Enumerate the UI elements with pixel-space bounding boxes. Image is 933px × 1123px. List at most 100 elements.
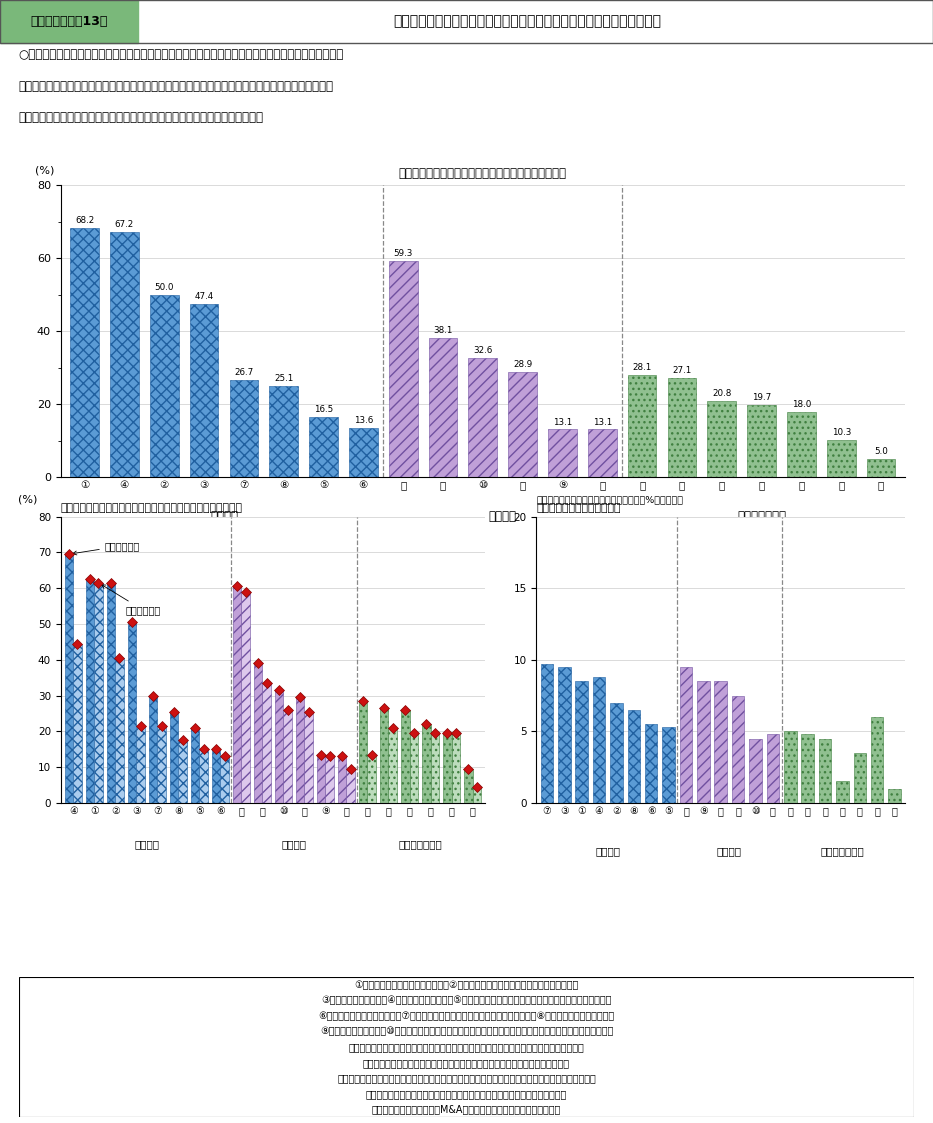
- Bar: [410, 733, 418, 803]
- Text: ①求人募集時の賃金を引き上げる、②求人募集時の賃金以外の労働条件を改善する、: ①求人募集時の賃金を引き上げる、②求人募集時の賃金以外の労働条件を改善する、: [355, 979, 578, 989]
- Bar: [662, 727, 675, 803]
- Bar: [338, 757, 346, 803]
- Text: 19.7: 19.7: [752, 393, 772, 402]
- Bar: [787, 412, 815, 477]
- Text: ⑱離職率を低下させるための雇用管理の改善、⑲従業員への働きがいの付与、: ⑱離職率を低下させるための雇用管理の改善、⑲従業員への働きがいの付与、: [366, 1089, 567, 1099]
- Bar: [819, 739, 831, 803]
- Text: ⑳人材確保も視野に入れたM&Aの実施、㉑事業の縮小・見直しを行う: ⑳人材確保も視野に入れたM&Aの実施、㉑事業の縮小・見直しを行う: [372, 1105, 561, 1115]
- Bar: [867, 459, 896, 477]
- Bar: [284, 710, 292, 803]
- Text: ⑭従来の勤続要件等を緩和し、若手従業員をこれまでにないポストに抜擢する、: ⑭従来の勤続要件等を緩和し、若手従業員をこれまでにないポストに抜擢する、: [363, 1058, 570, 1068]
- Text: 16.5: 16.5: [313, 405, 333, 414]
- Bar: [74, 643, 82, 803]
- Bar: [220, 757, 229, 803]
- Bar: [233, 586, 242, 803]
- Text: 業務の見直し等: 業務の見直し等: [398, 839, 442, 849]
- Text: 「新卒採用を強化する」等といった外部調達に積極的に取り組んできたが、人手が不足している理由: 「新卒採用を強化する」等といった外部調達に積極的に取り組んできたが、人手が不足し…: [19, 80, 334, 93]
- Bar: [317, 755, 326, 803]
- Text: ⑥出向・転籍者を受け入れる、⑦応募要件の緩和を図る等、採用対象を拡大する、⑧非正社員の活用を進める、: ⑥出向・転籍者を受け入れる、⑦応募要件の緩和を図る等、採用対象を拡大する、⑧非正…: [318, 1011, 615, 1021]
- Bar: [558, 667, 571, 803]
- Bar: [628, 375, 657, 477]
- Text: 18.0: 18.0: [792, 400, 811, 409]
- Bar: [242, 592, 250, 803]
- Bar: [707, 401, 736, 477]
- Text: ③新卒採用を強化する、④中途採用を強化する、⑤出産・育児等による離職者の呼び戻し・優先採用を行う、: ③新卒採用を強化する、④中途採用を強化する、⑤出産・育児等による離職者の呼び戻し…: [321, 995, 612, 1005]
- Bar: [191, 728, 200, 803]
- Text: 人手不足の緩和に向けた企業における取組内容と人手不足を感じる理由: 人手不足の緩和に向けた企業における取組内容と人手不足を感じる理由: [393, 15, 661, 28]
- Bar: [428, 338, 457, 477]
- Bar: [70, 228, 99, 477]
- Text: (%): (%): [35, 165, 55, 175]
- Text: ⑮業務プロセスの見直しによる効率性の強化、⑯外部委託を進める、⑰省力化・合理化投資の実施、: ⑮業務プロセスの見直しによる効率性の強化、⑯外部委託を進める、⑰省力化・合理化投…: [337, 1074, 596, 1084]
- Bar: [150, 295, 178, 477]
- Bar: [262, 683, 271, 803]
- Text: をみると、「新規の人材獲得が困難になっている」を挙げる企業が最も多い。: をみると、「新規の人材獲得が困難になっている」を挙げる企業が最も多い。: [19, 111, 264, 125]
- Bar: [827, 440, 856, 477]
- Text: （２）人手の過不足状況別にみた企業における取組の実施状況: （２）人手の過不足状況別にみた企業における取組の実施状況: [61, 503, 243, 513]
- Bar: [767, 734, 779, 803]
- Text: 外部調達: 外部調達: [595, 846, 620, 856]
- Text: 26.7: 26.7: [234, 368, 254, 377]
- Text: 47.4: 47.4: [194, 292, 214, 301]
- Text: 67.2: 67.2: [115, 220, 134, 229]
- Text: 第２－（１）－13図: 第２－（１）－13図: [31, 15, 107, 28]
- Text: 25.1: 25.1: [274, 374, 293, 383]
- Bar: [170, 712, 178, 803]
- Bar: [389, 261, 417, 477]
- Text: ⑨現従業員の追加就業、⑩現従業員の配置転換、⑪教育訓練・能力開発による現従業員の業務可能範囲の拡大、: ⑨現従業員の追加就業、⑩現従業員の配置転換、⑪教育訓練・能力開発による現従業員の…: [320, 1026, 613, 1037]
- Bar: [549, 429, 577, 477]
- Text: 人手不足企業: 人手不足企業: [73, 541, 140, 555]
- Bar: [86, 579, 94, 803]
- Bar: [110, 232, 139, 477]
- Bar: [645, 724, 658, 803]
- Bar: [254, 664, 262, 803]
- Bar: [697, 682, 710, 803]
- Text: 10.3: 10.3: [831, 428, 851, 437]
- Bar: [747, 405, 776, 477]
- Bar: [443, 733, 452, 803]
- Bar: [508, 372, 537, 477]
- Text: 20.8: 20.8: [712, 390, 731, 399]
- Text: 28.9: 28.9: [513, 359, 533, 368]
- Bar: [212, 749, 220, 803]
- Bar: [368, 755, 376, 803]
- Bar: [836, 782, 849, 803]
- Bar: [731, 695, 745, 803]
- Bar: [680, 667, 692, 803]
- Bar: [349, 428, 378, 477]
- Bar: [65, 554, 74, 803]
- Text: ○　人手不足企業は、人手適当企業と比較して、「応募条件の緩和を図るなど、採用対象を拡大する」: ○ 人手不足企業は、人手適当企業と比較して、「応募条件の緩和を図るなど、採用対象…: [19, 48, 344, 62]
- Bar: [270, 385, 298, 477]
- Bar: [230, 380, 258, 477]
- Text: 38.1: 38.1: [433, 327, 453, 336]
- Text: 50.0: 50.0: [155, 283, 174, 292]
- Bar: [94, 583, 103, 803]
- Text: 13.1: 13.1: [553, 418, 572, 427]
- Bar: [464, 769, 472, 803]
- Text: (%): (%): [18, 494, 37, 504]
- Text: 業務の見直し等: 業務の見直し等: [820, 846, 864, 856]
- Text: 59.3: 59.3: [394, 249, 413, 258]
- Bar: [668, 378, 696, 477]
- Bar: [422, 724, 430, 803]
- Bar: [309, 417, 338, 477]
- Text: 32.6: 32.6: [473, 346, 493, 355]
- Bar: [592, 677, 606, 803]
- Text: 外部調達: 外部調達: [134, 839, 160, 849]
- Bar: [275, 691, 284, 803]
- Bar: [430, 733, 439, 803]
- Bar: [149, 695, 158, 803]
- Text: （３）取組の実施状況の差分: （３）取組の実施状況の差分: [536, 503, 621, 513]
- Bar: [189, 304, 218, 477]
- Text: 27.1: 27.1: [673, 366, 691, 375]
- Bar: [870, 718, 884, 803]
- Bar: [854, 752, 866, 803]
- Bar: [576, 682, 588, 803]
- Bar: [346, 769, 355, 803]
- Text: 13.1: 13.1: [592, 418, 612, 427]
- Title: （１）人手不足の緩和に向けた企業における取組内容: （１）人手不足の緩和に向けた企業における取組内容: [398, 167, 567, 180]
- Text: （「人手不足企業」－「人手適当企業」、%ポイント）: （「人手不足企業」－「人手適当企業」、%ポイント）: [536, 495, 684, 504]
- Text: ⑫定年の延長や再雇用等による雇用継続を行う、⑬非正社員から正社員への登用を進める、: ⑫定年の延長や再雇用等による雇用継続を行う、⑬非正社員から正社員への登用を進める…: [349, 1042, 584, 1052]
- Text: 内部調達: 内部調達: [282, 839, 306, 849]
- Bar: [749, 739, 761, 803]
